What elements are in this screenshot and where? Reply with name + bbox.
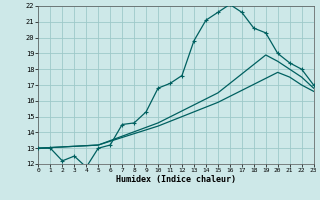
X-axis label: Humidex (Indice chaleur): Humidex (Indice chaleur) bbox=[116, 175, 236, 184]
